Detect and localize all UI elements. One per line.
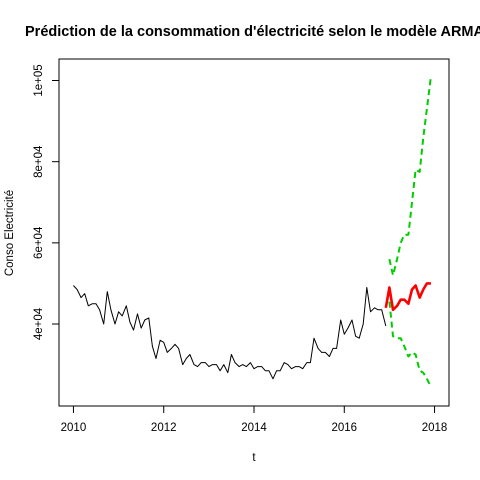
series-line-forecast bbox=[384, 282, 431, 312]
x-tick-label: 2012 bbox=[151, 422, 177, 434]
y-tick-label: 8e+04 bbox=[33, 145, 45, 178]
series-line-upper bbox=[388, 76, 432, 277]
y-tick-label: 4e+04 bbox=[33, 307, 45, 340]
y-tick-label: 1e+05 bbox=[33, 64, 45, 96]
series-line-observed bbox=[73, 285, 387, 380]
x-tick-label: 2016 bbox=[331, 422, 357, 434]
x-axis-label: t bbox=[252, 452, 256, 464]
series-line-lower bbox=[388, 301, 432, 388]
chart-title: Prédiction de la consommation d'électric… bbox=[25, 24, 480, 40]
y-axis: 4e+04 6e+04 8e+04 1e+05 bbox=[33, 64, 60, 340]
x-tick-label: 2010 bbox=[61, 422, 87, 434]
x-tick-label: 2018 bbox=[422, 422, 448, 434]
plot-area bbox=[73, 76, 432, 388]
x-axis: 2010 2012 2014 2016 2018 bbox=[61, 405, 448, 434]
y-axis-label: Conso Electricité bbox=[4, 190, 16, 276]
y-tick-label: 6e+04 bbox=[33, 226, 45, 259]
x-tick-label: 2014 bbox=[241, 422, 267, 434]
plot-box bbox=[58, 58, 450, 407]
